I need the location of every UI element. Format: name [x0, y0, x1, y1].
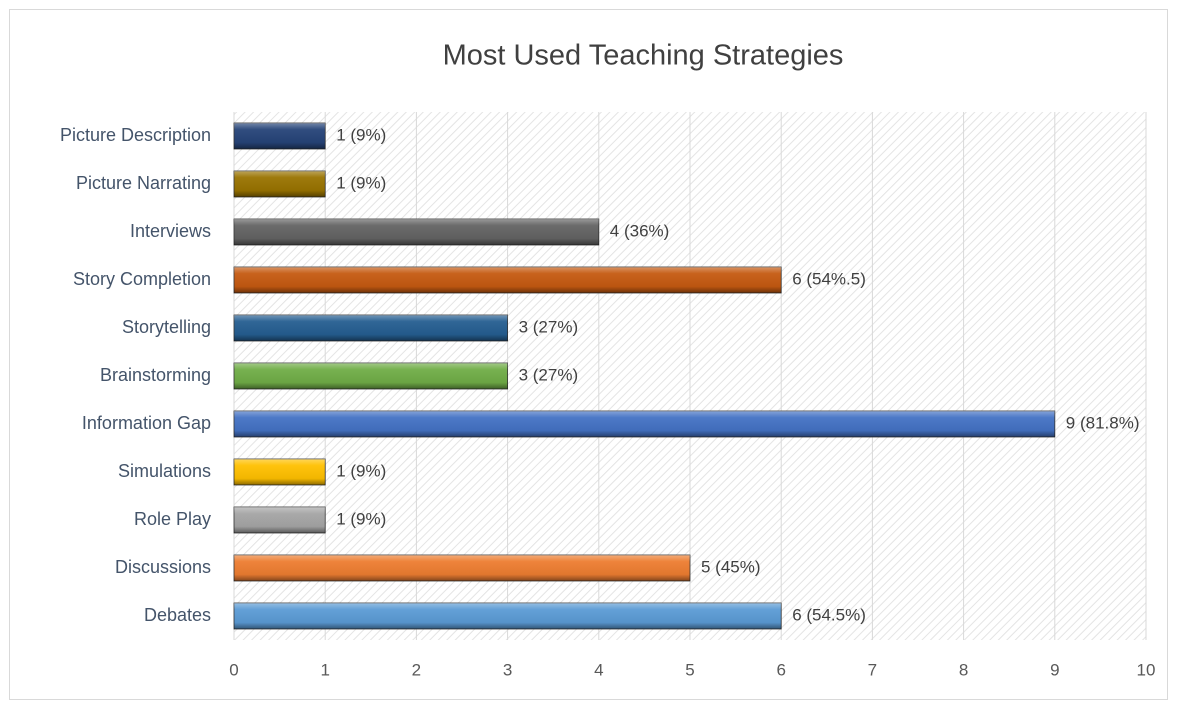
y-tick-label: Information Gap: [82, 413, 211, 433]
y-tick-label: Brainstorming: [100, 365, 211, 385]
y-tick-label: Interviews: [130, 221, 211, 241]
bar-bevel: [234, 267, 782, 293]
data-label: 5 (45%): [701, 557, 761, 576]
data-label: 1 (9%): [336, 125, 386, 144]
y-tick-label: Discussions: [115, 557, 211, 577]
x-tick-label: 6: [776, 660, 785, 679]
data-label: 4 (36%): [610, 221, 670, 240]
x-tick-label: 1: [320, 660, 329, 679]
bar-bevel: [234, 507, 326, 533]
y-tick-label: Story Completion: [73, 269, 211, 289]
x-tick-label: 10: [1137, 660, 1156, 679]
y-tick-label: Role Play: [134, 509, 211, 529]
x-tick-label: 2: [412, 660, 421, 679]
y-tick-label: Debates: [144, 605, 211, 625]
data-label: 1 (9%): [336, 173, 386, 192]
x-tick-label: 3: [503, 660, 512, 679]
data-label: 9 (81.8%): [1066, 413, 1140, 432]
data-label: 3 (27%): [519, 317, 579, 336]
bar-bevel: [234, 459, 326, 485]
y-tick-label: Picture Description: [60, 125, 211, 145]
bar-bevel: [234, 315, 508, 341]
data-label: 1 (9%): [336, 461, 386, 480]
x-tick-label: 5: [685, 660, 694, 679]
x-tick-label: 4: [594, 660, 603, 679]
bar-bevel: [234, 411, 1055, 437]
x-tick-label: 9: [1050, 660, 1059, 679]
x-tick-label: 8: [959, 660, 968, 679]
data-label: 6 (54%.5): [792, 269, 866, 288]
y-tick-label: Storytelling: [122, 317, 211, 337]
bar-bevel: [234, 555, 690, 581]
bar-bevel: [234, 603, 782, 629]
bar-bevel: [234, 363, 508, 389]
chart-title: Most Used Teaching Strategies: [443, 40, 844, 72]
data-label: 3 (27%): [519, 365, 579, 384]
data-label: 1 (9%): [336, 509, 386, 528]
x-tick-label: 7: [868, 660, 877, 679]
y-tick-label: Picture Narrating: [76, 173, 211, 193]
bar-bevel: [234, 123, 326, 149]
y-tick-label: Simulations: [118, 461, 211, 481]
bar-bevel: [234, 171, 326, 197]
bar-bevel: [234, 219, 599, 245]
data-label: 6 (54.5%): [792, 605, 866, 624]
x-tick-label: 0: [229, 660, 238, 679]
